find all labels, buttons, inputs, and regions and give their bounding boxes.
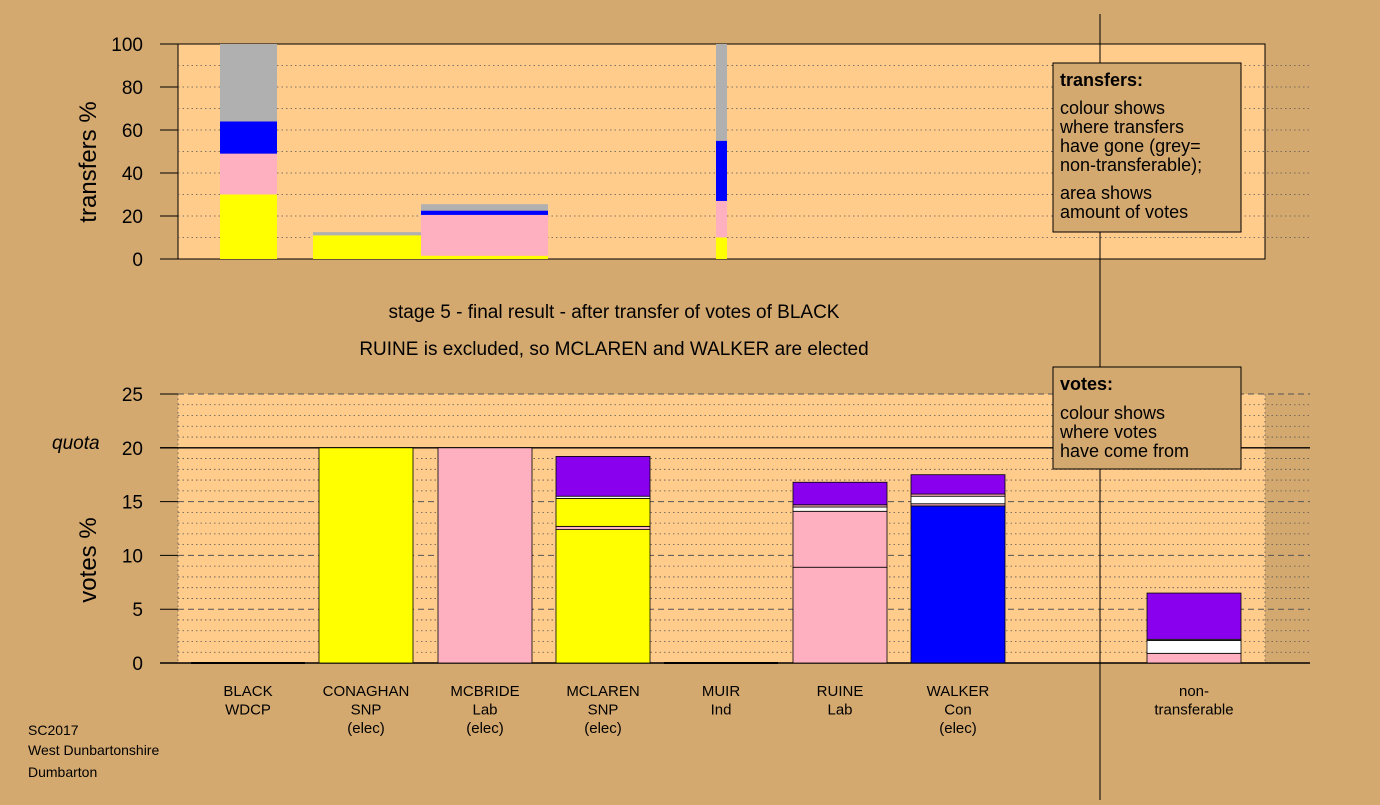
transfers-bars — [220, 44, 727, 259]
transfer-segment-con — [716, 140, 727, 201]
votes-legend: votes: colour shows where votes have com… — [1052, 366, 1242, 470]
vote-segment-lab — [437, 447, 533, 664]
transfer-segment-lab — [716, 200, 727, 238]
footer-line: Dumbarton — [28, 764, 97, 780]
votes-legend-title: votes: — [1060, 374, 1113, 394]
transfer-segment-nontransferable — [220, 44, 277, 122]
x-tick-label: WALKER — [927, 683, 990, 700]
votes-y-axis-label: votes % — [75, 517, 102, 602]
vote-segment-wdcp — [555, 456, 651, 497]
x-tick-label: CONAGHAN — [323, 683, 410, 700]
vote-segment-snp — [555, 497, 651, 527]
y-tick-label: 5 — [132, 600, 143, 621]
y-tick-label: 25 — [122, 385, 143, 406]
votes-chart: 0 5 10 15 20 25 quota votes % BLACK WDCP CONAGH… — [52, 385, 1310, 737]
x-tick-label: MCLAREN — [566, 683, 639, 700]
transfer-segment-con — [220, 121, 277, 154]
transfer-segment-nontransferable — [421, 204, 548, 211]
x-tick-label: BLACK — [223, 683, 272, 700]
vote-segment-snp — [555, 529, 651, 664]
x-tick-label: Lab — [472, 702, 497, 719]
transfers-y-ticks: 0 20 40 60 80 100 — [111, 35, 178, 271]
quota-label: quota — [52, 433, 100, 454]
x-tick-label: (elec) — [939, 720, 977, 737]
transfers-legend-line: area shows — [1060, 183, 1152, 203]
y-tick-label: 40 — [122, 164, 143, 185]
votes-legend-line: colour shows — [1060, 403, 1165, 423]
vote-segment-lab — [555, 525, 651, 530]
x-tick-label: Ind — [711, 702, 732, 719]
transfer-segment-con — [421, 210, 548, 215]
vote-segment-ind — [792, 506, 888, 512]
votes-y-ticks: 0 5 10 15 20 25 — [122, 385, 178, 675]
transfers-legend: transfers: colour shows where transfers … — [1052, 62, 1242, 233]
y-tick-label: 0 — [132, 654, 143, 675]
x-tick-label: (elec) — [466, 720, 504, 737]
x-tick-label: Lab — [827, 702, 852, 719]
vote-segment-lab — [792, 566, 888, 664]
y-tick-label: 100 — [111, 35, 143, 56]
transfers-legend-line: colour shows — [1060, 98, 1165, 118]
y-tick-label: 80 — [122, 78, 143, 99]
x-tick-label: non- — [1179, 683, 1209, 700]
y-tick-label: 15 — [122, 493, 143, 514]
transfer-segment-snp — [220, 194, 277, 259]
footer-line: West Dunbartonshire — [28, 742, 159, 758]
vote-segment-con — [910, 505, 1006, 664]
transfers-legend-line: amount of votes — [1060, 202, 1188, 222]
votes-legend-line: have come from — [1060, 441, 1189, 461]
transfers-legend-title: transfers: — [1060, 70, 1143, 90]
x-tick-label: (elec) — [584, 720, 622, 737]
y-tick-label: 60 — [122, 121, 143, 142]
votes-legend-line: where votes — [1059, 422, 1157, 442]
transfers-y-axis-label: transfers % — [75, 101, 102, 222]
transfer-segment-snp — [421, 255, 548, 259]
votes-legend-box — [1052, 366, 1242, 470]
transfers-legend-line: where transfers — [1059, 117, 1184, 137]
x-tick-label: MUIR — [702, 683, 740, 700]
x-tick-label: MCBRIDE — [450, 683, 519, 700]
transfer-segment-lab — [421, 214, 548, 256]
transfer-segment-lab — [220, 153, 277, 195]
vote-segment-snp — [318, 447, 414, 664]
vote-segment-wdcp — [792, 481, 888, 506]
transfer-segment-nontransferable — [716, 44, 727, 141]
transfer-segment-snp — [313, 235, 440, 259]
vote-segment-lab — [1146, 652, 1242, 664]
stage-title: stage 5 - final result - after transfer … — [389, 302, 840, 323]
transfer-segment-nontransferable — [313, 232, 440, 236]
x-tick-label: SNP — [588, 702, 619, 719]
votes-bars — [191, 447, 1242, 664]
vote-segment-ind — [1146, 640, 1242, 654]
result-title: RUINE is excluded, so MCLAREN and WALKER… — [359, 339, 868, 360]
transfer-segment-snp — [716, 237, 727, 259]
y-tick-label: 10 — [122, 546, 143, 567]
vote-segment-ind — [910, 495, 1006, 505]
transfers-legend-box — [1052, 62, 1242, 233]
x-tick-label: transferable — [1154, 702, 1233, 719]
x-tick-label: SNP — [351, 702, 382, 719]
vote-segment-wdcp — [910, 474, 1006, 495]
votes-x-labels: BLACKWDCPCONAGHANSNP(elec)MCBRIDELab(ele… — [223, 683, 1233, 737]
x-tick-label: (elec) — [347, 720, 385, 737]
vote-segment-lab — [792, 510, 888, 568]
y-tick-label: 20 — [122, 207, 143, 228]
y-tick-label: 20 — [122, 439, 143, 460]
transfers-legend-line: have gone (grey= — [1060, 136, 1201, 156]
vote-segment-wdcp — [1146, 592, 1242, 640]
x-tick-label: WDCP — [225, 702, 271, 719]
footer-line: SC2017 — [28, 722, 79, 738]
x-tick-label: RUINE — [817, 683, 864, 700]
transfers-legend-line: non-transferable); — [1060, 155, 1202, 175]
x-tick-label: Con — [944, 702, 972, 719]
y-tick-label: 0 — [132, 250, 143, 271]
